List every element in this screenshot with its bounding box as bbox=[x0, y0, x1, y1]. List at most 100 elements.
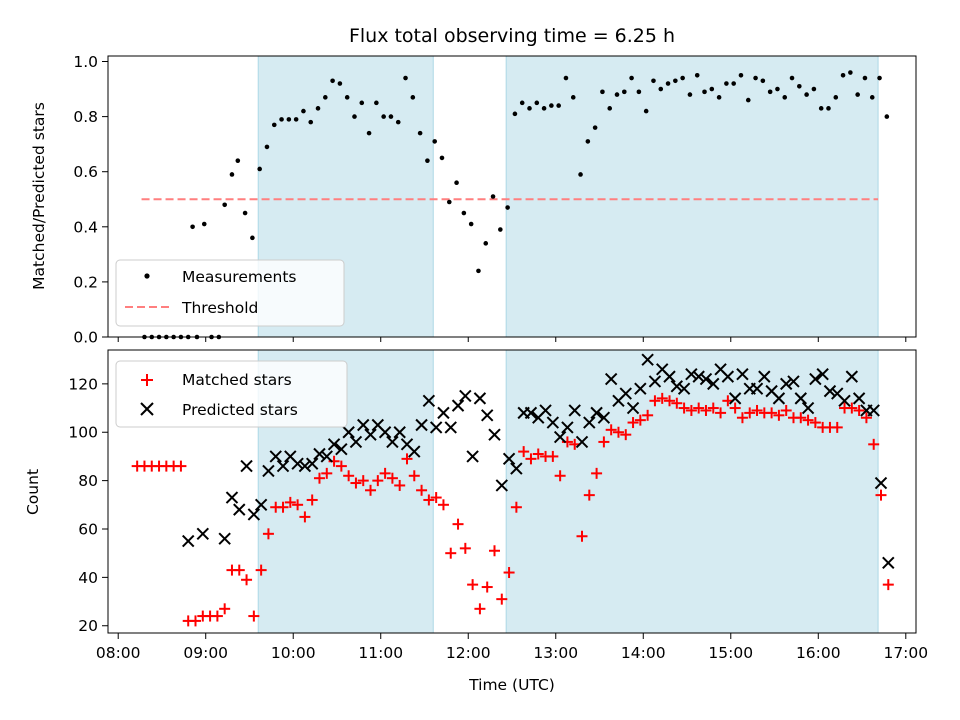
matched-star-point bbox=[773, 409, 785, 421]
predicted-star-point bbox=[546, 416, 560, 429]
measurement-point bbox=[840, 72, 846, 78]
matched-star-point bbox=[437, 499, 449, 511]
predicted-star-point bbox=[524, 406, 538, 420]
measurement-point bbox=[229, 172, 235, 177]
measurement-point bbox=[359, 100, 365, 106]
matched-star-point bbox=[707, 402, 719, 414]
matched-star-point bbox=[416, 484, 428, 496]
matched-star-point bbox=[284, 496, 296, 508]
matched-star-point bbox=[175, 460, 187, 472]
matched-star-point bbox=[423, 494, 435, 506]
matched-star-point bbox=[481, 581, 493, 593]
measurement-point bbox=[658, 86, 664, 92]
top-y-tick-label: 0.4 bbox=[73, 218, 98, 236]
matched-star-point bbox=[357, 475, 369, 487]
predicted-star-point bbox=[415, 418, 428, 432]
x-tick-label: 15:00 bbox=[708, 644, 753, 662]
matched-star-point bbox=[729, 402, 741, 414]
measurement-point bbox=[622, 89, 627, 95]
predicted-star-point bbox=[291, 457, 304, 470]
matched-star-point bbox=[627, 417, 639, 429]
measurement-point bbox=[388, 114, 394, 119]
measurement-point bbox=[789, 75, 795, 81]
predicted-star-point bbox=[663, 370, 676, 383]
measurement-point bbox=[235, 158, 241, 163]
predicted-star-point bbox=[298, 459, 312, 473]
measurement-point bbox=[614, 92, 620, 97]
measurement-point bbox=[468, 221, 474, 227]
top-panel: 0.0 0.2 0.4 0.6 0.8 1.0 Flux total observing … bbox=[30, 25, 917, 347]
measurement-point bbox=[519, 100, 525, 106]
x-tick-label: 16:00 bbox=[796, 644, 841, 662]
predicted-star-point bbox=[429, 421, 443, 434]
measurement-point bbox=[680, 75, 685, 81]
top-y-axis-label: Matched/Predicted stars bbox=[30, 102, 48, 290]
matched-star-point bbox=[612, 426, 624, 438]
predicted-star-point bbox=[444, 421, 457, 434]
top-shaded-intervals bbox=[257, 55, 879, 338]
measurement-point bbox=[826, 106, 831, 111]
matched-star-point bbox=[576, 530, 588, 542]
measurement-point bbox=[417, 130, 423, 136]
x-tick-label: 10:00 bbox=[271, 644, 316, 662]
matched-star-point bbox=[518, 446, 530, 458]
measurement-point bbox=[257, 166, 262, 172]
legend-threshold-label: Threshold bbox=[181, 299, 258, 317]
matched-star-point bbox=[313, 472, 325, 484]
measurement-point bbox=[643, 108, 649, 114]
measurement-point bbox=[811, 86, 817, 92]
predicted-star-point bbox=[845, 370, 859, 383]
predicted-star-point bbox=[604, 372, 618, 386]
measurement-point bbox=[745, 97, 751, 103]
measurement-point bbox=[570, 95, 576, 100]
measurement-point bbox=[512, 111, 518, 117]
matched-star-point bbox=[598, 436, 610, 448]
measurement-point bbox=[804, 92, 809, 97]
predicted-star-point bbox=[327, 438, 341, 451]
matched-star-point bbox=[744, 407, 756, 419]
matched-star-point bbox=[299, 511, 311, 523]
measurement-point bbox=[702, 89, 707, 95]
matched-star-point bbox=[583, 489, 595, 501]
matched-star-point bbox=[875, 489, 887, 501]
measurement-point bbox=[694, 72, 700, 78]
matched-star-point bbox=[685, 404, 697, 416]
bottom-legend: Matched stars Predicted stars bbox=[115, 360, 348, 428]
predicted-star-point bbox=[378, 426, 392, 439]
bottom-y-tick-label: 40 bbox=[78, 569, 98, 587]
measurement-point bbox=[271, 122, 277, 128]
matched-star-point bbox=[846, 402, 858, 414]
measurement-point bbox=[549, 103, 554, 108]
measurement-point bbox=[315, 106, 321, 111]
measurement-point bbox=[308, 119, 314, 125]
matched-star-point bbox=[255, 564, 267, 576]
predicted-star-point bbox=[473, 392, 487, 405]
measurement-point bbox=[855, 92, 860, 97]
shaded-interval bbox=[505, 349, 879, 634]
chart-title: Flux total observing time = 6.25 h bbox=[349, 25, 675, 47]
matched-star-point bbox=[365, 484, 377, 496]
top-legend-box bbox=[115, 259, 345, 327]
top-y-tick-label: 0.6 bbox=[73, 163, 98, 181]
legend-predicted-label: Predicted stars bbox=[182, 401, 298, 419]
measurement-point bbox=[556, 103, 561, 108]
matched-star-point bbox=[809, 417, 821, 429]
measurement-point bbox=[687, 92, 693, 97]
predicted-star-point bbox=[349, 435, 363, 449]
predicted-stars-points bbox=[182, 353, 895, 570]
measurement-point bbox=[665, 81, 671, 86]
matched-star-point bbox=[736, 412, 748, 424]
predicted-star-point bbox=[809, 372, 822, 386]
predicted-star-point bbox=[772, 392, 786, 405]
matched-star-point bbox=[408, 470, 420, 482]
predicted-star-point bbox=[247, 508, 261, 521]
top-x-ticks bbox=[117, 337, 907, 342]
measurement-point bbox=[439, 155, 445, 161]
measurement-point bbox=[709, 86, 715, 92]
predicted-star-point bbox=[182, 534, 195, 548]
measurement-point bbox=[498, 227, 503, 232]
measurement-point bbox=[541, 106, 547, 111]
matched-star-point bbox=[306, 494, 318, 506]
x-tick-label: 17:00 bbox=[883, 644, 928, 662]
measurement-point bbox=[250, 235, 255, 241]
